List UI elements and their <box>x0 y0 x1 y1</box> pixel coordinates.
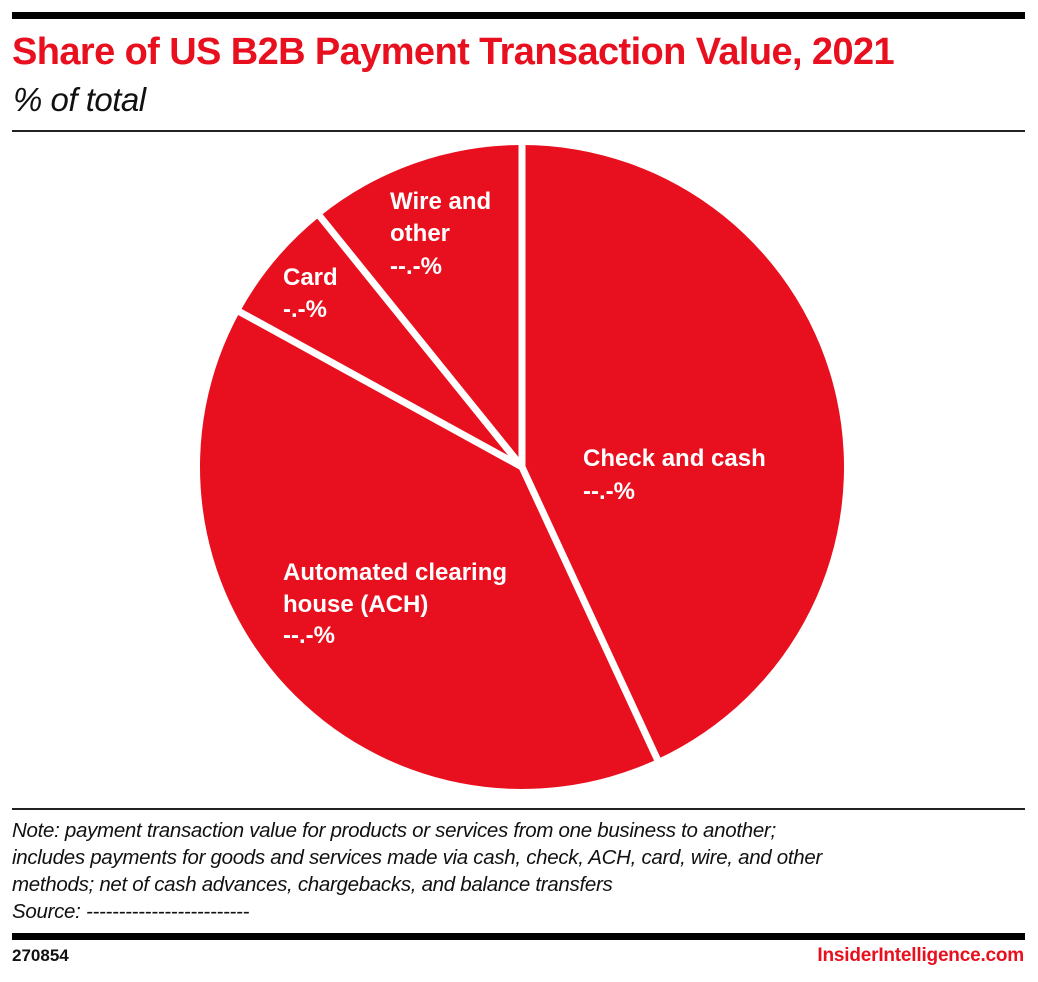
footnote-divider <box>12 808 1025 810</box>
source-line: Source: ------------------------- <box>12 900 250 923</box>
footnote-line: Note: payment transaction value for prod… <box>12 819 776 842</box>
pie-slice-wire-and-other <box>319 145 522 467</box>
pie-slice-check-and-cash <box>522 145 844 760</box>
slice-separator <box>518 465 664 767</box>
slice-separators <box>232 138 664 767</box>
brand-link[interactable]: InsiderIntelligence.com <box>817 945 1024 966</box>
pie-slices <box>199 145 844 789</box>
slice-separator <box>232 305 524 471</box>
header-divider <box>12 130 1025 132</box>
top-rule <box>12 12 1025 19</box>
footnote: Note: payment transaction value for prod… <box>12 817 1027 925</box>
pie-slice-ach <box>199 311 658 789</box>
slice-label-ach: Automated clearing house (ACH) --.-% <box>283 559 514 649</box>
chart-title: Share of US B2B Payment Transaction Valu… <box>12 31 895 73</box>
pie-slice-card <box>239 216 522 467</box>
footnote-line: methods; net of cash advances, chargebac… <box>12 873 613 896</box>
slice-label-wire-and-other: Wire and other --.-% <box>390 188 498 280</box>
chart-subtitle: % of total <box>13 81 146 118</box>
slice-separator <box>313 209 525 470</box>
slice-label-check-and-cash: Check and cash --.-% <box>583 445 772 505</box>
bottom-rule <box>12 933 1025 940</box>
footnote-line: includes payments for goods and services… <box>12 846 823 869</box>
slice-label-card: Card -.-% <box>283 264 344 323</box>
chart-id: 270854 <box>12 946 69 965</box>
